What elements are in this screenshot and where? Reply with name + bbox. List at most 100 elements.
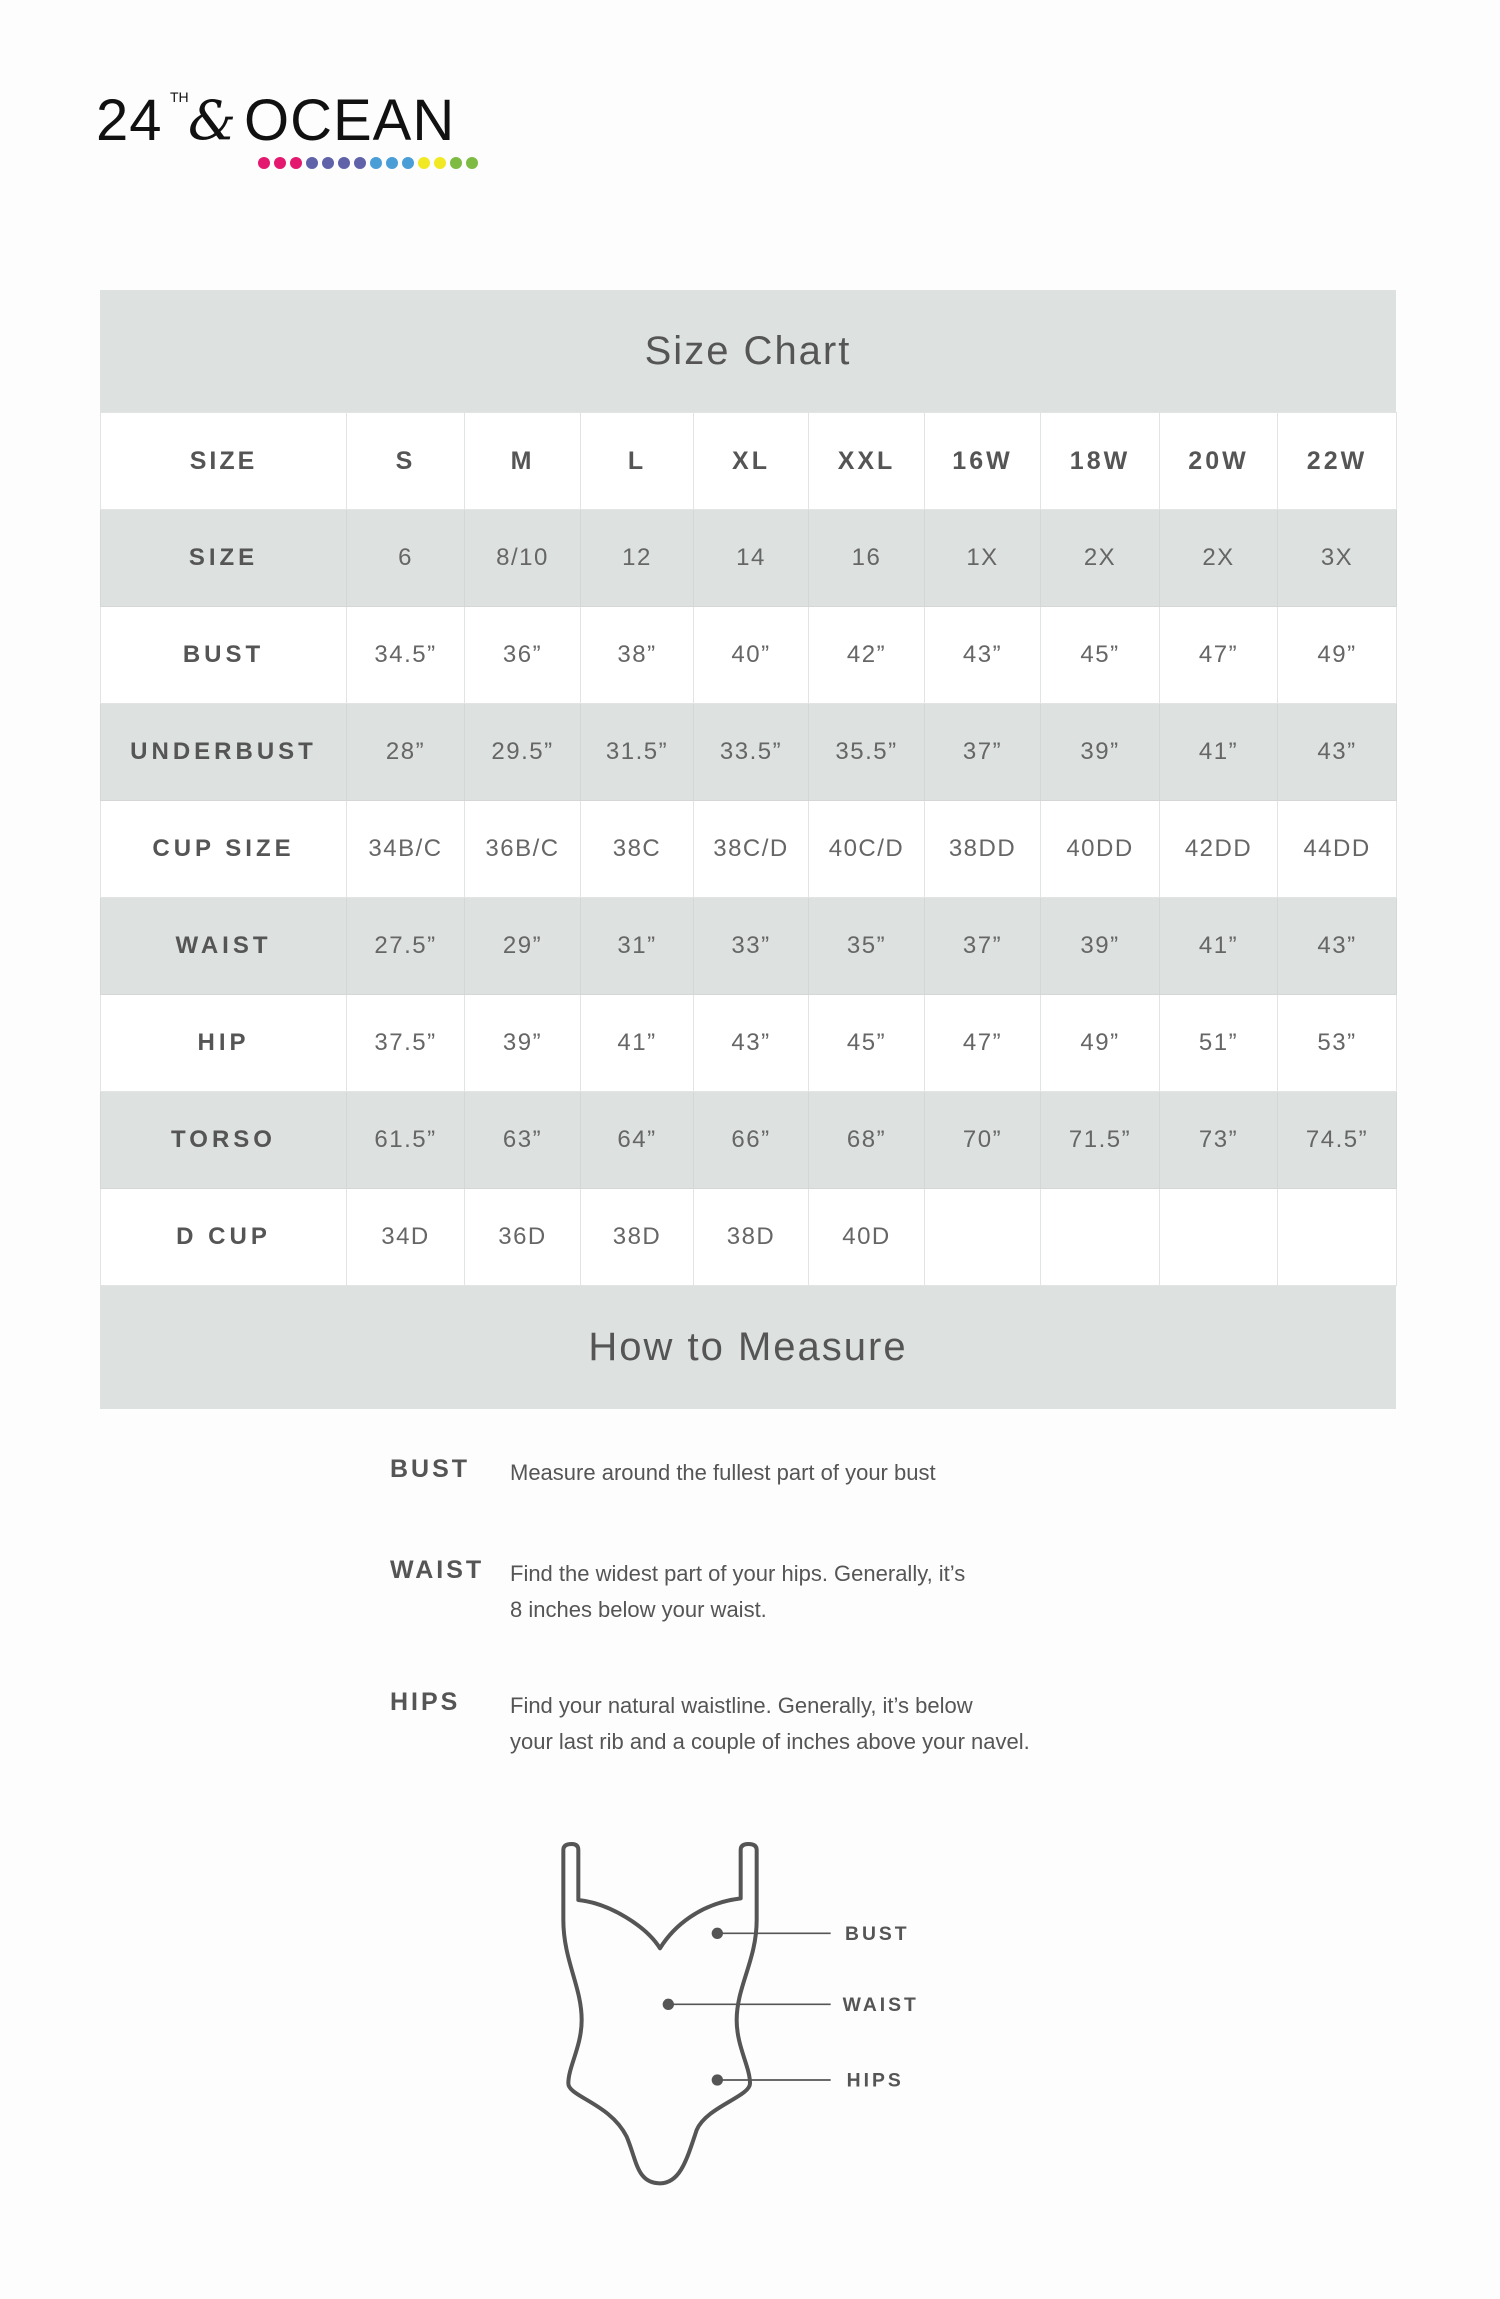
table-row: BUST 34.5” 36” 38” 40” 42” 43” 45” 47” 49” [100,606,1397,704]
measure-label: HIPS [390,1688,461,1716]
logo-number: 24 [96,88,163,153]
table-cell: 47” [924,994,1041,1092]
column-header: M [464,412,581,510]
table-cell: 31.5” [580,703,694,801]
logo-dot [386,157,398,169]
hips-marker: HIPS [711,2071,904,2092]
table-cell: 41” [1159,703,1278,801]
logo-dot [434,157,446,169]
table-cell: 34.5” [346,606,465,704]
table-cell: 68” [808,1091,925,1189]
table-cell: 45” [808,994,925,1092]
table-cell: 38” [580,606,694,704]
table-header-row: SIZE S M L XL XXL 16W 18W 20W 22W [100,412,1397,510]
row-label: BUST [100,606,347,704]
table-cell: 41” [580,994,694,1092]
size-chart-title: Size Chart [100,290,1396,412]
logo-dot [370,157,382,169]
table-cell: 38D [580,1188,694,1286]
logo-dot [258,157,270,169]
logo-dot [466,157,478,169]
table-row: CUP SIZE 34B/C 36B/C 38C 38C/D 40C/D 38DD 40DD 4… [100,800,1397,898]
table-row: HIP 37.5” 39” 41” 43” 45” 47” 49” 51” 53” [100,994,1397,1092]
swimsuit-diagram: BUST WAIST HIPS [561,1842,916,2186]
table-cell: 29.5” [464,703,581,801]
table-cell: 37.5” [346,994,465,1092]
column-header: SIZE [100,412,347,510]
row-label: SIZE [100,509,347,607]
column-header: XXL [808,412,925,510]
table-cell: 34B/C [346,800,465,898]
table-cell: 27.5” [346,897,465,995]
table-cell: 64” [580,1091,694,1189]
row-label: UNDERBUST [100,703,347,801]
table-cell: 36B/C [464,800,581,898]
logo-dot [322,157,334,169]
table-cell: 42” [808,606,925,704]
row-label: CUP SIZE [100,800,347,898]
description-line: Measure around the fullest part of your … [510,1460,936,1485]
table-cell: 43” [1277,703,1397,801]
description-line: Find your natural waistline. Generally, … [510,1693,973,1718]
size-chart: Size Chart SIZE S M L XL XXL 16W 18W 20W 22W SIZE 6… [100,290,1397,1409]
size-table: SIZE S M L XL XXL 16W 18W 20W 22W SIZE 6 8/10 12 14 16 1… [100,412,1397,1286]
table-cell: 53” [1277,994,1397,1092]
table-cell: 38D [693,1188,809,1286]
table-cell: 34D [346,1188,465,1286]
table-cell: 38C [580,800,694,898]
description-line: Find the widest part of your hips. Gener… [510,1561,966,1586]
waist-marker: WAIST [662,1995,916,2016]
table-cell: 33” [693,897,809,995]
column-header: S [346,412,465,510]
table-cell: 8/10 [464,509,581,607]
measure-description: Find the widest part of your hips. Gener… [510,1556,1130,1628]
diagram-label-hips: HIPS [847,2071,904,2092]
row-label: D CUP [100,1188,347,1286]
measure-description: Find your natural waistline. Generally, … [510,1688,1130,1760]
table-cell: 45” [1040,606,1160,704]
table-cell: 3X [1277,509,1397,607]
table-cell: 28” [346,703,465,801]
table-cell: 39” [1040,897,1160,995]
measure-label: WAIST [390,1556,485,1584]
table-cell [1159,1188,1278,1286]
table-cell: 16 [808,509,925,607]
table-cell: 39” [464,994,581,1092]
description-line: 8 inches below your waist. [510,1597,767,1622]
table-cell: 40D [808,1188,925,1286]
table-cell: 14 [693,509,809,607]
logo-dot [338,157,350,169]
table-cell: 37” [924,703,1041,801]
table-row: UNDERBUST 28” 29.5” 31.5” 33.5” 35.5” 37” 39” 41… [100,703,1397,801]
table-cell: 31” [580,897,694,995]
table-cell: 49” [1040,994,1160,1092]
table-row: WAIST 27.5” 29” 31” 33” 35” 37” 39” 41” 43” [100,897,1397,995]
logo-dot [418,157,430,169]
column-header: 20W [1159,412,1278,510]
table-cell: 42DD [1159,800,1278,898]
table-cell: 36D [464,1188,581,1286]
logo-dot [306,157,318,169]
table-cell: 35.5” [808,703,925,801]
table-cell: 43” [1277,897,1397,995]
logo-ampersand: & [188,89,238,152]
table-cell: 43” [693,994,809,1092]
column-header: XL [693,412,809,510]
table-cell: 33.5” [693,703,809,801]
table-cell [1040,1188,1160,1286]
logo-dot [354,157,366,169]
table-cell: 1X [924,509,1041,607]
table-cell: 43” [924,606,1041,704]
table-cell: 71.5” [1040,1091,1160,1189]
logo-dot [274,157,286,169]
column-header: 18W [1040,412,1160,510]
logo-superscript: TH [170,89,189,105]
table-cell: 40DD [1040,800,1160,898]
row-label: TORSO [100,1091,347,1189]
logo-dot [450,157,462,169]
table-cell: 6 [346,509,465,607]
table-cell: 61.5” [346,1091,465,1189]
table-cell: 35” [808,897,925,995]
table-row: SIZE 6 8/10 12 14 16 1X 2X 2X 3X [100,509,1397,607]
table-cell: 44DD [1277,800,1397,898]
